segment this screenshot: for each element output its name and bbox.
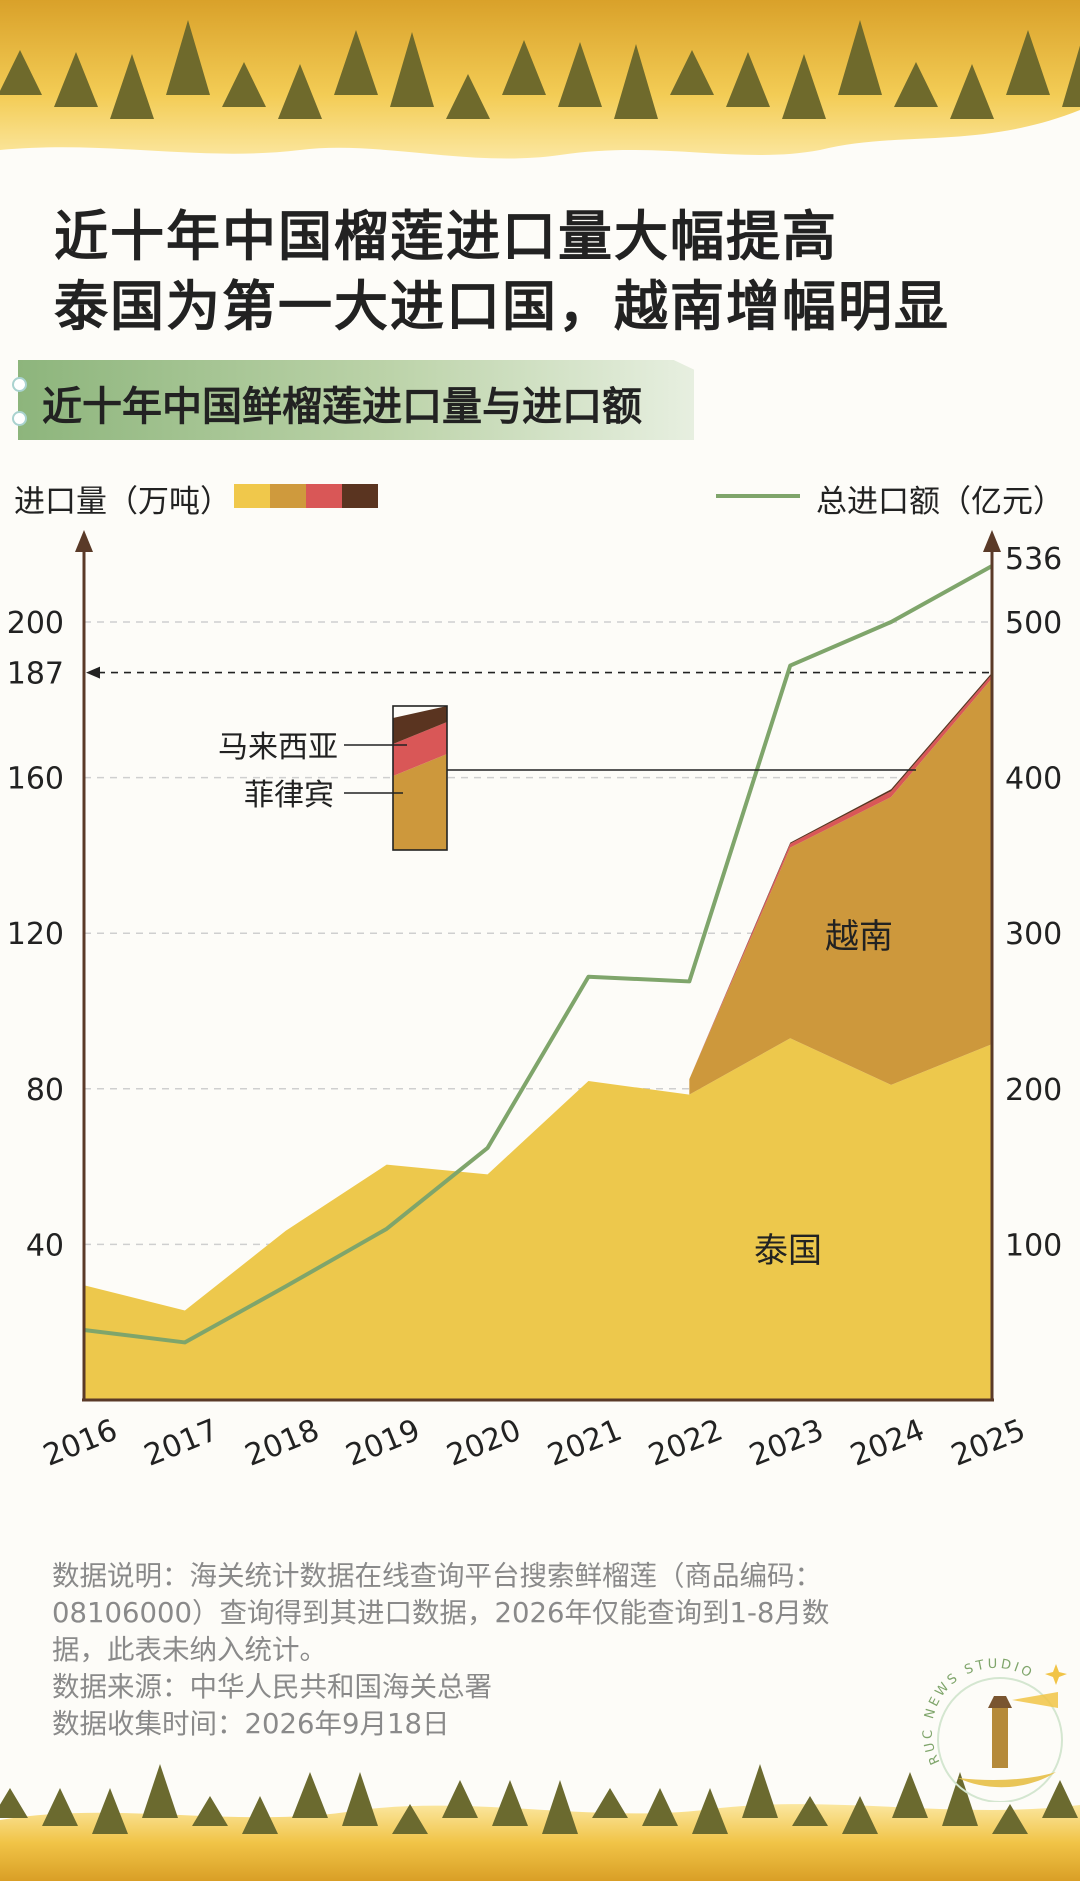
annotation-malaysia: 马来西亚: [218, 730, 338, 765]
left-tick-label: 40: [26, 1228, 64, 1263]
x-tick-label: 2019: [341, 1413, 425, 1474]
x-tick-label: 2021: [543, 1413, 627, 1474]
subtitle-band: [18, 360, 694, 440]
inset-vietnam: [393, 754, 447, 850]
area-vietnam: [689, 678, 992, 1095]
chart-subtitle: 近十年中国鲜榴莲进口量与进口额: [42, 384, 642, 430]
right-tick-label: 300: [1005, 917, 1062, 952]
right-axis-arrow-icon: [983, 530, 1001, 552]
left-tick-label: 187: [7, 657, 64, 692]
footnote-line: 数据来源：中华人民共和国海关总署: [52, 1671, 492, 1703]
lighthouse-icon: [992, 1708, 1008, 1768]
inset-philippines: [393, 722, 447, 776]
x-tick-label: 2016: [38, 1413, 122, 1474]
x-tick-label: 2017: [139, 1413, 223, 1474]
left-axis-title: 进口量（万吨）: [14, 484, 231, 520]
right-tick-label: 200: [1005, 1073, 1062, 1108]
title-line-1: 近十年中国榴莲进口量大幅提高: [54, 205, 838, 268]
left-tick-label: 80: [26, 1073, 64, 1108]
footnote-line: 数据说明：海关统计数据在线查询平台搜索鲜榴莲（商品编码：: [52, 1560, 822, 1592]
annotation-philippines: 菲律宾: [244, 778, 334, 813]
footnote-line: 08106000）查询得到其进口数据，2026年仅能查询到1-8月数: [52, 1597, 830, 1629]
subtitle-dot-icon: [12, 377, 27, 392]
left-tick-label: 120: [7, 917, 64, 952]
durian-top-border: [0, 0, 1080, 159]
x-tick-label: 2020: [442, 1413, 526, 1474]
legend-swatch-malaysia: [342, 484, 378, 508]
x-tick-label: 2024: [846, 1413, 930, 1474]
x-tick-label: 2022: [644, 1413, 728, 1474]
logo-text: RUC NEWS STUDIO: [921, 1657, 1037, 1767]
studio-logo: RUC NEWS STUDIO: [921, 1657, 1067, 1802]
legend-swatch-philippines: [306, 484, 342, 508]
reference-arrow-icon: [86, 666, 100, 679]
footnote: 数据说明：海关统计数据在线查询平台搜索鲜榴莲（商品编码： 08106000）查询…: [52, 1558, 902, 1743]
x-tick-label: 2025: [946, 1413, 1030, 1474]
subtitle-dot-icon: [12, 411, 27, 426]
left-tick-label: 200: [7, 606, 64, 641]
left-axis-arrow-icon: [75, 530, 93, 552]
footnote-line: 数据收集时间：2026年9月18日: [52, 1708, 450, 1740]
x-tick-label: 2018: [240, 1413, 324, 1474]
durian-bottom-border: [0, 1764, 1080, 1881]
right-tick-label: 500: [1005, 606, 1062, 641]
sparkle-icon: [1045, 1664, 1067, 1685]
chart: 40 80 120 160 187 200 100 200 300 400 500 536 2016 20…: [7, 530, 1062, 1474]
line-total-value: [83, 564, 993, 1345]
title-line-2: 泰国为第一大进口国，越南增幅明显: [54, 275, 950, 338]
inset-malaysia: [393, 706, 447, 744]
area-thailand: [84, 1038, 992, 1400]
legend-swatch-vietnam: [270, 484, 306, 508]
left-tick-label: 160: [7, 762, 64, 797]
right-tick-label: 100: [1005, 1228, 1062, 1263]
legend-swatch-thailand: [234, 484, 270, 508]
annotation-vietnam: 越南: [825, 917, 893, 957]
right-tick-label: 400: [1005, 762, 1062, 797]
annotation-thailand: 泰国: [754, 1231, 822, 1271]
x-tick-label: 2023: [745, 1413, 829, 1474]
legend-line-icon: [716, 494, 800, 498]
right-axis-title: 总进口额（亿元）: [816, 484, 1064, 520]
footnote-line: 据，此表未纳入统计。: [52, 1634, 327, 1666]
right-tick-label: 536: [1005, 542, 1062, 577]
inset-box: [392, 705, 448, 851]
